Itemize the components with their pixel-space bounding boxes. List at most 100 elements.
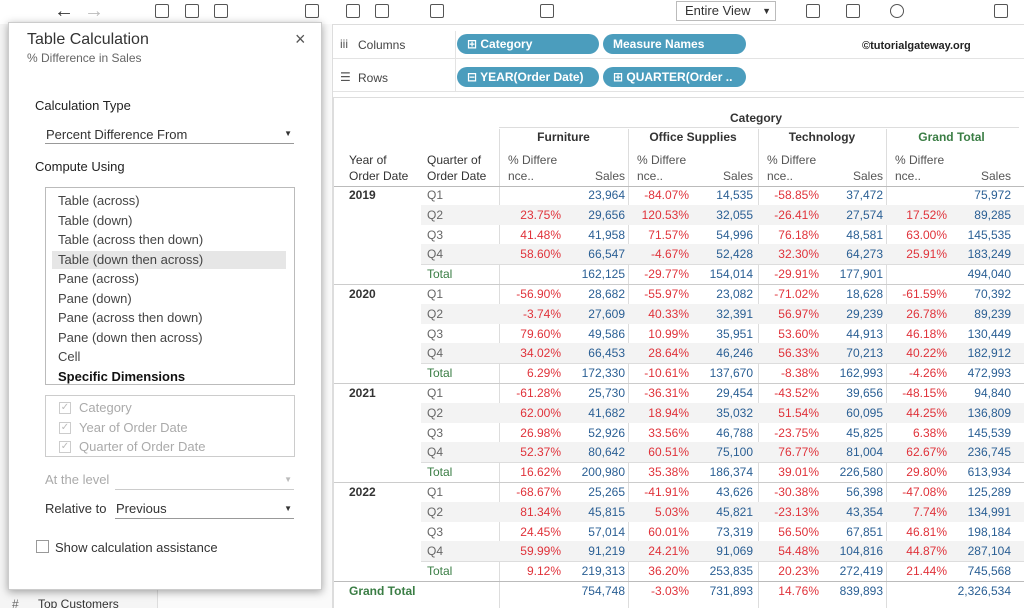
percent-difference: 63.00%	[906, 227, 947, 242]
checkbox[interactable]	[36, 540, 49, 553]
grid-line	[758, 129, 759, 608]
percent-difference: -61.28%	[516, 386, 561, 400]
relative-to-dropdown[interactable]: Previous ▼	[115, 500, 294, 519]
compute-option[interactable]: Table (across then down)	[58, 232, 204, 247]
section-label: Compute Using	[35, 159, 125, 174]
percent-difference: 25.91%	[906, 247, 947, 262]
row-label: Q3	[427, 227, 444, 242]
sales-value: 754,748	[581, 584, 625, 598]
sales-value: 28,682	[588, 287, 625, 301]
dropdown-arrow: ▼	[284, 504, 292, 513]
row-label: Q2	[427, 207, 444, 222]
rows-shelf	[333, 63, 1024, 92]
sales-value: 154,014	[709, 267, 753, 282]
percent-difference: 6.29%	[526, 366, 561, 381]
grid-line	[334, 482, 1024, 483]
new-sheet-button[interactable]	[305, 4, 319, 18]
field-item[interactable]: Top Customers	[38, 597, 119, 608]
row-label: Q4	[427, 247, 444, 262]
percent-difference: 32.30%	[778, 247, 819, 262]
row-label: Q3	[427, 326, 444, 341]
show-me-button[interactable]	[806, 4, 820, 18]
column-pill[interactable]: ⊞ Category	[457, 34, 599, 54]
view-area: Category Furniture % Differe nce.. Sales Offi…	[333, 97, 1024, 608]
sales-value: 23,082	[716, 287, 753, 301]
year-label: 2019	[349, 188, 376, 202]
duplicate-button[interactable]	[346, 4, 360, 18]
compute-option[interactable]: Table (across)	[58, 193, 140, 208]
share-button[interactable]	[890, 4, 904, 18]
percent-difference: 24.45%	[520, 524, 561, 539]
highlight-button[interactable]	[540, 4, 554, 18]
percent-difference: -48.15%	[902, 386, 947, 400]
presentation-button[interactable]	[846, 4, 860, 18]
percent-difference: 35.38%	[648, 465, 689, 480]
percent-difference: 23.75%	[520, 207, 561, 222]
compute-option[interactable]: Pane (across then down)	[58, 310, 203, 325]
percent-difference: 76.77%	[778, 445, 819, 460]
columns-icon: iii	[340, 37, 348, 51]
sales-value: 80,642	[588, 445, 625, 460]
sales-value: 52,428	[716, 247, 753, 262]
sales-value: 73,319	[716, 524, 753, 539]
grid-line	[886, 129, 887, 608]
field-icon: #	[12, 597, 19, 608]
sales-value: 56,398	[846, 485, 883, 499]
new-datasource-button[interactable]	[185, 4, 199, 18]
compute-option[interactable]: Pane (down)	[58, 290, 132, 306]
sales-value: 91,069	[716, 544, 753, 559]
sales-value: 287,104	[967, 544, 1011, 559]
percent-difference: 24.21%	[648, 544, 689, 559]
compute-using-list: Table (across) Table (down) Table (across …	[45, 187, 295, 385]
percent-difference: -36.31%	[644, 386, 689, 400]
percent-difference: 76.18%	[778, 227, 819, 242]
sales-value: 48,581	[846, 227, 883, 242]
sales-value: 162,993	[839, 366, 883, 381]
compute-option[interactable]: Cell	[58, 349, 81, 364]
percent-difference: 79.60%	[520, 326, 561, 341]
compute-option[interactable]: Table (down then across)	[52, 250, 286, 269]
clear-button[interactable]	[375, 4, 389, 18]
sales-value: 46,788	[716, 425, 753, 440]
compute-option[interactable]: Table (down)	[58, 212, 133, 228]
view-dropdown[interactable]: Entire View ▼	[676, 1, 776, 21]
dimension-label: Category	[79, 400, 132, 415]
percent-difference: -84.07%	[644, 188, 689, 202]
forward-button[interactable]: →	[84, 0, 104, 22]
percent-difference: 81.34%	[520, 504, 561, 519]
sales-value: 37,472	[846, 188, 883, 202]
measure-header: nce..	[508, 169, 535, 183]
close-button[interactable]: ×	[295, 29, 306, 49]
swap-button[interactable]	[430, 4, 444, 18]
calculation-type-dropdown[interactable]: Percent Difference From ▼	[45, 125, 294, 144]
grid-line	[628, 129, 629, 608]
row-pill[interactable]: ⊟ YEAR(Order Date)	[457, 67, 599, 87]
sales-value: 183,249	[967, 247, 1011, 262]
percent-difference: 62.67%	[906, 445, 947, 460]
sales-value: 67,851	[846, 524, 883, 539]
sales-value: 494,040	[967, 267, 1011, 282]
sales-value: 45,815	[588, 504, 625, 519]
measure-header: % Differe	[767, 153, 817, 167]
pause-button[interactable]	[214, 4, 228, 18]
back-button[interactable]: ←	[54, 0, 74, 22]
row-header: Order Date	[427, 169, 487, 183]
pin-button[interactable]	[994, 4, 1008, 18]
row-band	[421, 501, 1024, 522]
row-label: Q2	[427, 306, 444, 321]
row-pill[interactable]: ⊞ QUARTER(Order ..	[603, 67, 746, 87]
save-button[interactable]	[155, 4, 169, 18]
compute-option[interactable]: Specific Dimensions	[58, 368, 186, 384]
percent-difference: 53.60%	[778, 326, 819, 341]
category-header: Grand Total	[918, 130, 985, 144]
percent-difference: -8.38%	[780, 366, 819, 381]
compute-option[interactable]: Pane (across)	[58, 271, 139, 286]
percent-difference: -29.77%	[644, 267, 689, 282]
column-pill[interactable]: Measure Names	[603, 34, 746, 54]
compute-option[interactable]: Pane (down then across)	[58, 329, 203, 345]
percent-difference: 7.74%	[912, 504, 947, 519]
column-header: Category	[729, 111, 782, 125]
percent-difference: 21.44%	[906, 564, 947, 579]
row-label: Total	[427, 465, 453, 480]
